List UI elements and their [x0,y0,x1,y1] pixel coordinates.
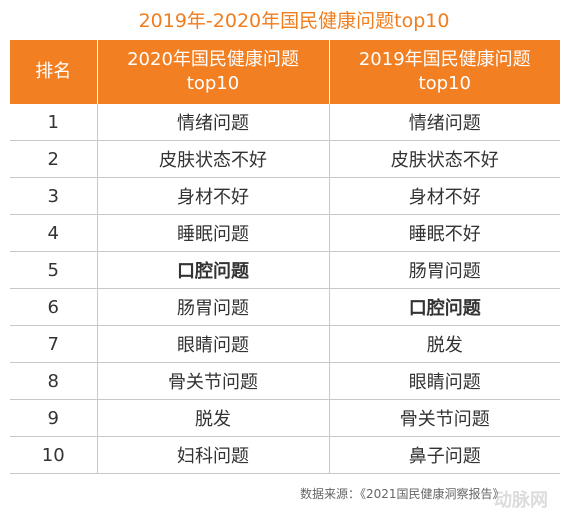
table-row: 10 妇科问题 鼻子问题 [10,436,560,474]
issue-2020-cell-highlight: 口腔问题 [97,251,330,289]
issue-2019-cell: 鼻子问题 [329,436,560,474]
header-rank: 排名 [10,40,98,104]
issue-2019-cell: 骨关节问题 [329,399,560,437]
header-2020-line1: 2020年国民健康问题 [127,49,299,70]
rank-cell: 7 [10,325,98,363]
issue-2019-cell: 肠胃问题 [329,251,560,289]
rank-cell: 3 [10,177,98,215]
rank-cell: 1 [10,104,98,141]
issue-2019-cell: 眼睛问题 [329,362,560,400]
rank-cell: 10 [10,436,98,474]
table-row: 2 皮肤状态不好 皮肤状态不好 [10,140,560,178]
header-2019-line1: 2019年国民健康问题 [358,49,531,70]
table-row: 1 情绪问题 情绪问题 [10,104,560,141]
table-header-row: 排名 2020年国民健康问题 top10 2019年国民健康问题 top10 [10,40,560,104]
rank-cell: 2 [10,140,98,178]
rank-cell: 9 [10,399,98,437]
header-2019: 2019年国民健康问题 top10 [329,40,560,104]
issue-2020-cell: 肠胃问题 [97,288,330,326]
issue-2019-cell: 身材不好 [329,177,560,215]
issue-2020-cell: 妇科问题 [97,436,330,474]
health-ranking-table: 排名 2020年国民健康问题 top10 2019年国民健康问题 top10 1… [10,40,560,474]
source-note: 数据来源：《2021国民健康洞察报告》 [300,487,505,501]
issue-2020-cell: 脱发 [97,399,330,437]
header-2020: 2020年国民健康问题 top10 [97,40,330,104]
rank-cell: 6 [10,288,98,326]
header-2019-line2: top10 [418,73,471,94]
issue-2019-cell: 脱发 [329,325,560,363]
table-row: 9 脱发 骨关节问题 [10,399,560,437]
rank-cell: 5 [10,251,98,289]
table-row: 5 口腔问题 肠胃问题 [10,251,560,289]
header-2020-line2: top10 [186,73,240,94]
table-row: 6 肠胃问题 口腔问题 [10,288,560,326]
issue-2019-cell: 情绪问题 [329,104,560,141]
table-row: 7 眼睛问题 脱发 [10,325,560,363]
issue-2019-cell: 皮肤状态不好 [329,140,560,178]
issue-2019-cell-highlight: 口腔问题 [329,288,560,326]
issue-2020-cell: 皮肤状态不好 [97,140,330,178]
issue-2020-cell: 眼睛问题 [97,325,330,363]
rank-cell: 8 [10,362,98,400]
table-row: 4 睡眠问题 睡眠不好 [10,214,560,252]
issue-2020-cell: 骨关节问题 [97,362,330,400]
watermark-logo: 动脉网 [494,490,548,511]
rank-cell: 4 [10,214,98,252]
page-title: 2019年-2020年国民健康问题top10 [138,10,450,32]
issue-2020-cell: 睡眠问题 [97,214,330,252]
issue-2020-cell: 情绪问题 [97,104,330,141]
table-row: 3 身材不好 身材不好 [10,177,560,215]
table-row: 8 骨关节问题 眼睛问题 [10,362,560,400]
issue-2019-cell: 睡眠不好 [329,214,560,252]
issue-2020-cell: 身材不好 [97,177,330,215]
